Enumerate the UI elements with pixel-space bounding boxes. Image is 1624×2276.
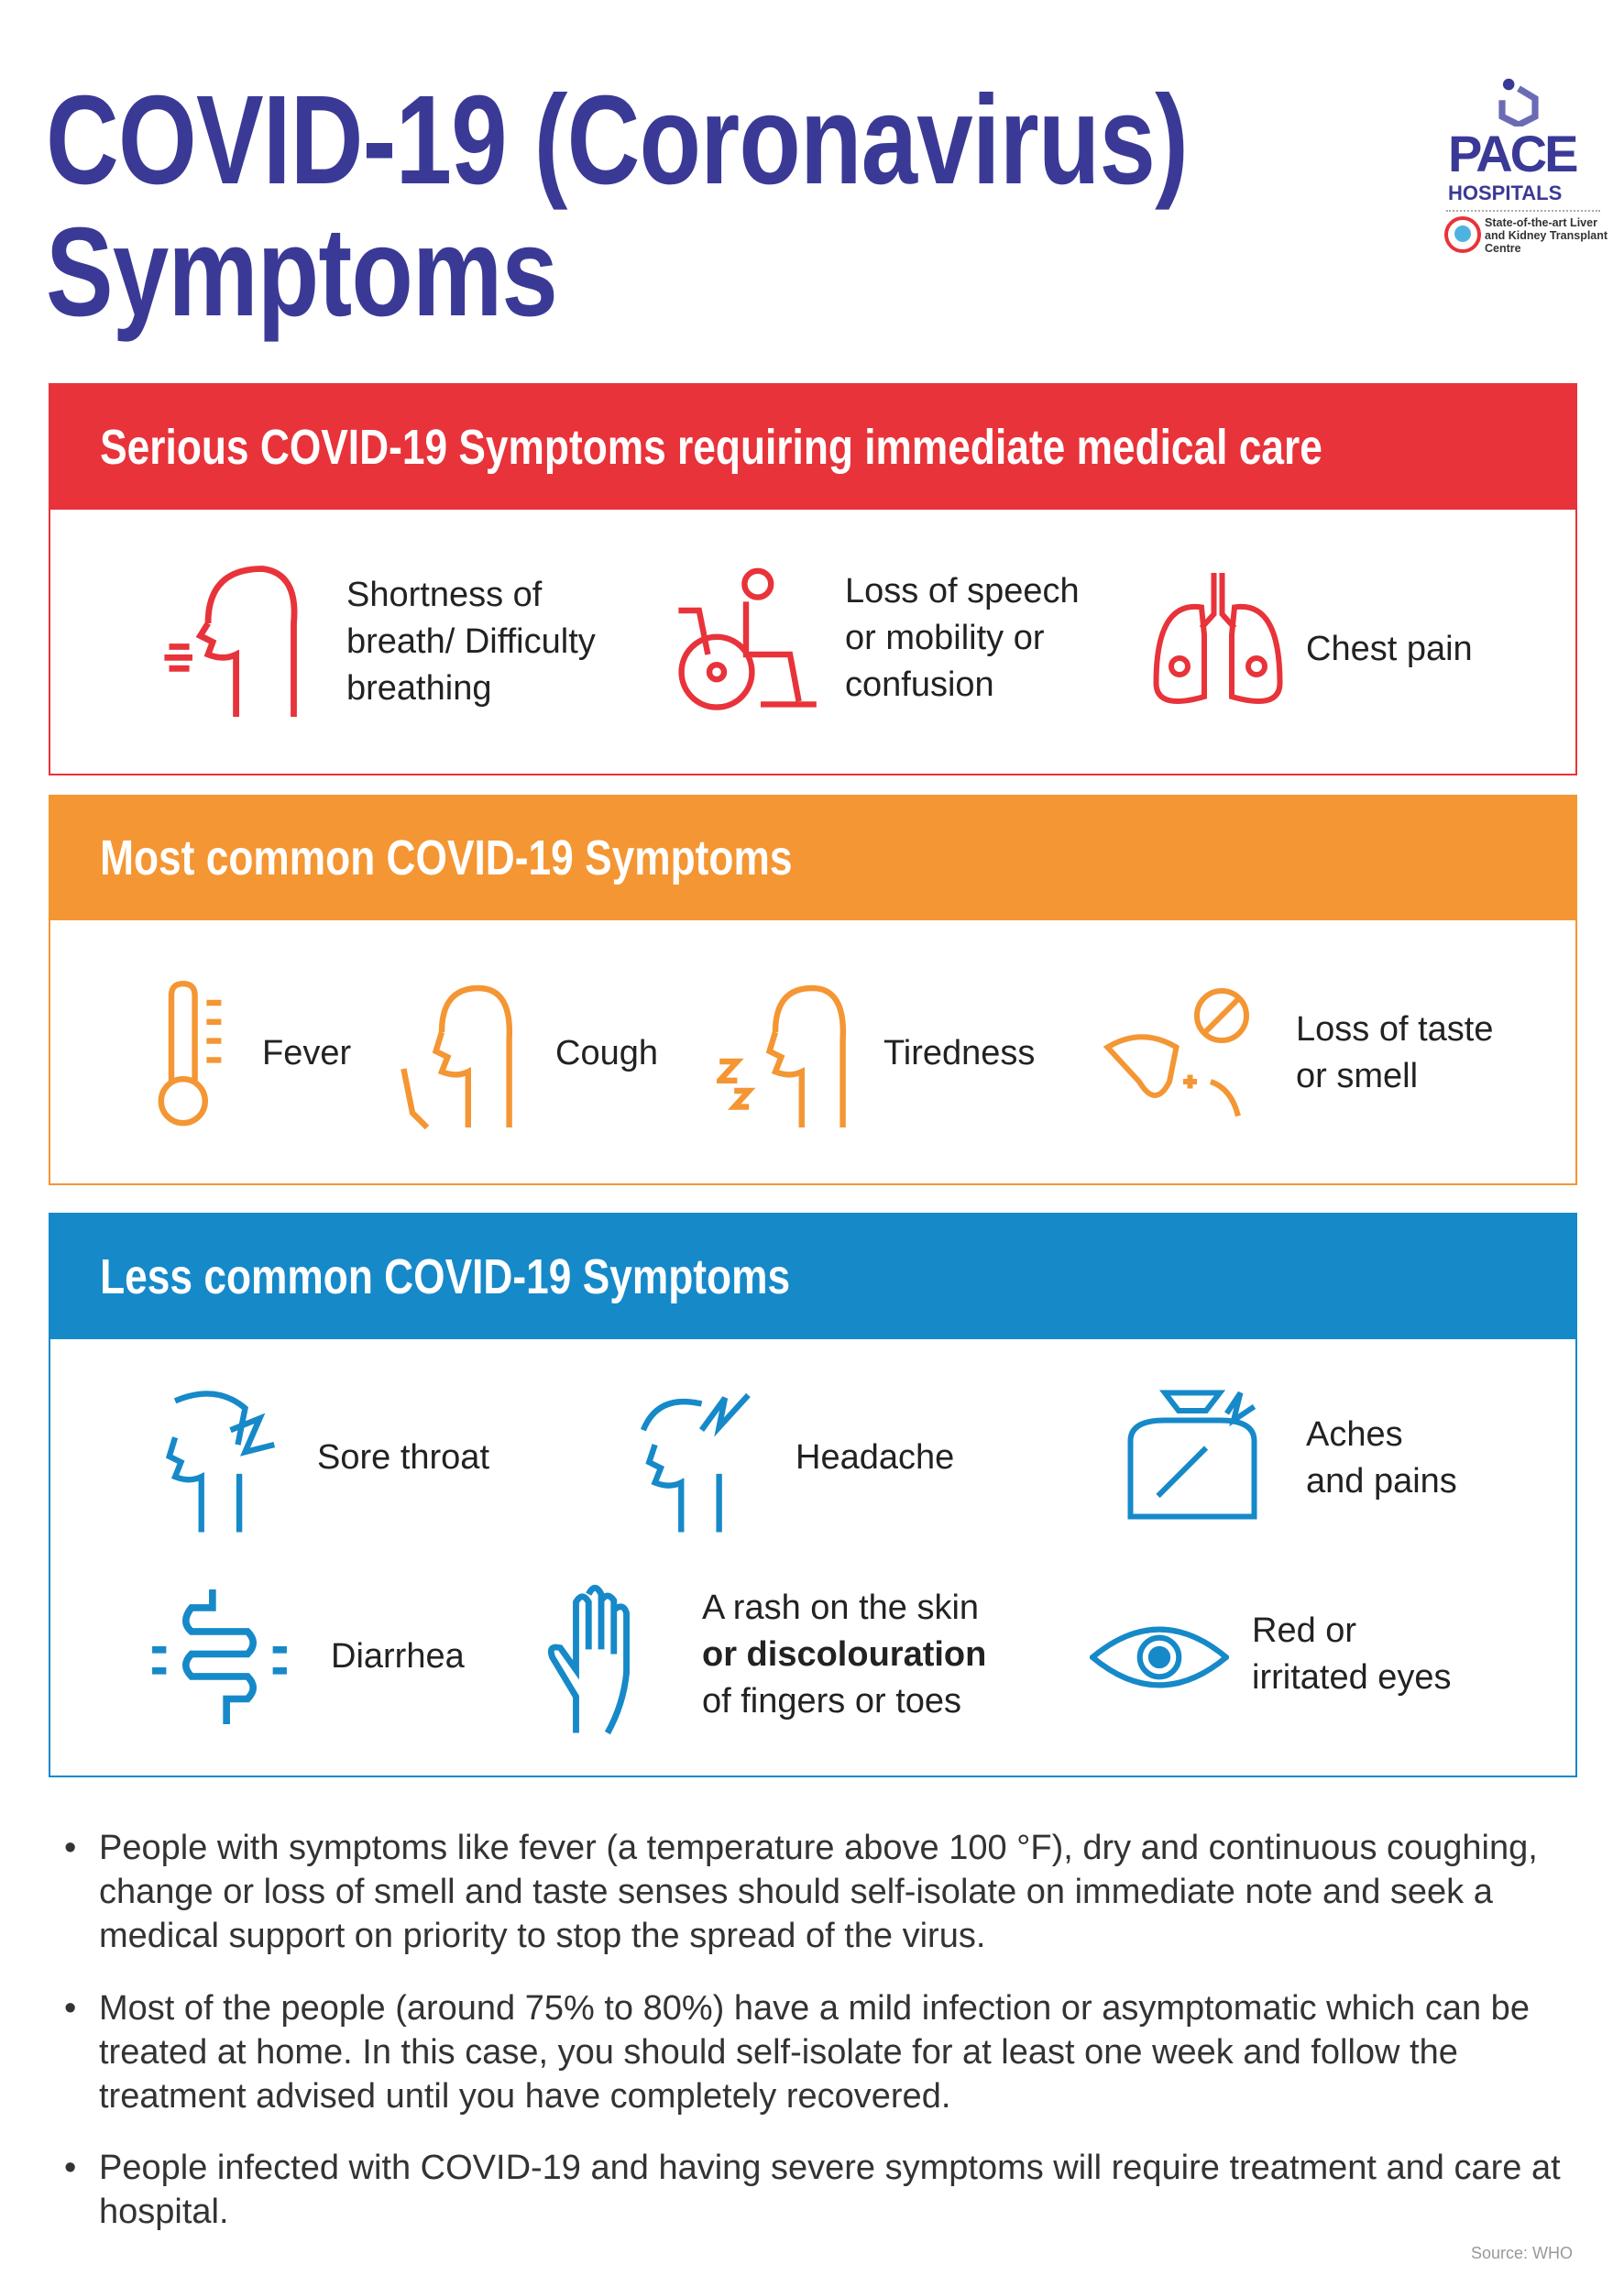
symptom-label: Fever bbox=[262, 1034, 352, 1072]
thermometer-icon bbox=[158, 981, 222, 1127]
taste-smell-icon bbox=[1103, 988, 1249, 1117]
sore-throat-icon bbox=[165, 1391, 276, 1533]
symptom-label: Headache bbox=[796, 1438, 955, 1477]
symptom-label: Red or irritated eyes bbox=[1252, 1611, 1452, 1697]
section-heading: Less common COVID-19 Symptoms bbox=[50, 1215, 1575, 1339]
page-title-line1: COVID-19 (Coronavirus) bbox=[46, 70, 1189, 211]
intestine-icon bbox=[152, 1589, 287, 1724]
serious-symptoms-section: Serious COVID-19 Symptoms requiring imme… bbox=[49, 383, 1577, 775]
page-title-line2: Symptoms bbox=[46, 202, 558, 343]
pace-logo-icon bbox=[1498, 78, 1539, 126]
symptom-label: Tiredness bbox=[883, 1034, 1036, 1072]
symptom-label: Shortness of breath/ Difficulty breathing bbox=[346, 576, 596, 708]
info-bullet: • People with symptoms like fever (a temp… bbox=[64, 1829, 1538, 1955]
breathing-difficulty-icon bbox=[164, 566, 298, 717]
cough-icon bbox=[401, 984, 513, 1129]
symptom-label: Chest pain bbox=[1306, 630, 1473, 668]
info-bullet: • People infected with COVID-19 and havin… bbox=[64, 2149, 1561, 2231]
tiredness-icon bbox=[717, 984, 847, 1127]
symptom-label: Diarrhea bbox=[331, 1637, 465, 1676]
wheelchair-icon bbox=[678, 567, 817, 710]
eye-icon bbox=[1090, 1626, 1229, 1688]
nabh-badge-icon bbox=[1444, 216, 1481, 253]
section-heading: Most common COVID-19 Symptoms bbox=[50, 797, 1575, 920]
aches-icon bbox=[1127, 1390, 1257, 1520]
logo-sub: HOSPITALS bbox=[1448, 181, 1563, 204]
symptom-label: Sore throat bbox=[317, 1438, 489, 1477]
symptom-label: Loss of taste or smell bbox=[1296, 1010, 1494, 1095]
source-note: Source: WHO bbox=[1470, 2244, 1573, 2262]
lungs-icon bbox=[1153, 573, 1283, 704]
symptom-label: Aches and pains bbox=[1306, 1415, 1457, 1501]
symptom-label: A rash on the skin or discolouration of fi… bbox=[702, 1589, 987, 1721]
symptom-label: Loss of speech or mobility or confusion bbox=[845, 572, 1080, 704]
less-common-symptoms-section: Less common COVID-19 Symptoms bbox=[49, 1213, 1577, 1777]
pace-hospitals-logo: PACE HOSPITALS State-of-the-art Liver an… bbox=[1430, 77, 1613, 269]
headache-icon bbox=[640, 1392, 751, 1533]
common-symptoms-section: Most common COVID-19 Symptoms bbox=[49, 795, 1577, 1185]
hand-rash-icon bbox=[547, 1584, 630, 1735]
symptom-label: Cough bbox=[555, 1034, 658, 1072]
logo-name: PACE bbox=[1448, 125, 1578, 182]
info-bullet: • Most of the people (around 75% to 80%) … bbox=[64, 1989, 1530, 2116]
logo-tagline: State-of-the-art Liver and Kidney Transp… bbox=[1485, 216, 1608, 255]
section-heading: Serious COVID-19 Symptoms requiring imme… bbox=[50, 385, 1575, 510]
